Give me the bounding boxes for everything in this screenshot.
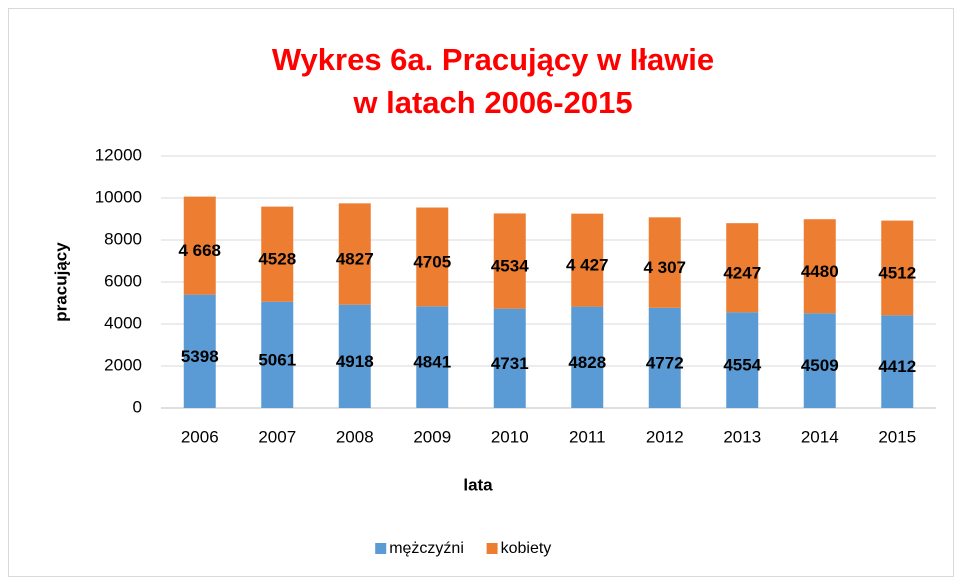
x-tick-label: 2012 xyxy=(646,427,684,446)
x-tick-label: 2006 xyxy=(181,427,219,446)
data-label: 4247 xyxy=(723,263,761,282)
bar-segment xyxy=(803,219,836,314)
data-label: 4918 xyxy=(336,352,374,371)
bar-segment xyxy=(803,313,836,408)
bar-segment xyxy=(571,306,604,408)
data-label: 4554 xyxy=(723,356,761,375)
data-label: 4509 xyxy=(801,356,839,375)
x-tick-label: 2014 xyxy=(801,427,839,446)
x-axis-label: lata xyxy=(463,475,493,494)
data-label: 4 668 xyxy=(178,241,221,260)
y-tick-label: 10000 xyxy=(95,187,142,206)
bar-segment xyxy=(183,294,216,408)
data-label: 4 427 xyxy=(566,256,609,275)
y-tick-label: 12000 xyxy=(95,145,142,164)
data-label: 4772 xyxy=(646,353,684,372)
bar-segment xyxy=(881,315,914,408)
data-label: 4534 xyxy=(491,257,529,276)
bar-segment xyxy=(726,223,759,313)
y-tick-label: 0 xyxy=(133,397,142,416)
x-tick-label: 2007 xyxy=(258,427,296,446)
x-tick-label: 2008 xyxy=(336,427,374,446)
bar-segment xyxy=(726,312,759,408)
data-label: 4705 xyxy=(413,252,451,271)
y-tick-label: 6000 xyxy=(104,271,142,290)
data-label: 4528 xyxy=(258,250,296,269)
x-tick-label: 2010 xyxy=(491,427,529,446)
data-label: 4480 xyxy=(801,262,839,281)
chart-title: w latach 2006-2015 xyxy=(352,85,632,120)
legend-label: mężczyźni xyxy=(389,540,464,557)
legend-swatch xyxy=(486,543,498,554)
data-label: 5061 xyxy=(258,350,296,369)
x-tick-label: 2013 xyxy=(723,427,761,446)
legend-label: kobiety xyxy=(501,540,552,557)
bar-segment xyxy=(261,301,294,408)
bar-segment xyxy=(183,196,216,295)
x-tick-label: 2011 xyxy=(569,427,606,446)
legend-swatch xyxy=(375,543,387,554)
bar-segment xyxy=(261,206,294,302)
chart-title: Wykres 6a. Pracujący w Iławie xyxy=(272,42,714,77)
y-axis-label: pracujący xyxy=(51,242,70,322)
data-label: 4827 xyxy=(336,250,374,269)
bar-segment xyxy=(416,306,449,408)
bar-segment xyxy=(648,217,681,308)
bar-segment xyxy=(493,308,526,408)
bar-segment xyxy=(416,207,449,307)
bar-segment xyxy=(881,220,914,316)
bar-segment xyxy=(571,213,604,307)
data-label: 4841 xyxy=(413,353,451,372)
data-label: 4412 xyxy=(878,357,916,376)
bar-segment xyxy=(338,304,371,408)
y-tick-label: 2000 xyxy=(104,355,142,374)
x-tick-label: 2015 xyxy=(878,427,916,446)
data-label: 5398 xyxy=(181,347,219,366)
bar-segment xyxy=(493,213,526,309)
bar-segment xyxy=(648,307,681,408)
chart-frame xyxy=(8,8,954,577)
data-label: 4828 xyxy=(568,353,606,372)
y-tick-label: 4000 xyxy=(104,313,142,332)
data-label: 4731 xyxy=(491,354,529,373)
data-label: 4 307 xyxy=(643,258,686,277)
data-label: 4512 xyxy=(878,263,916,282)
bar-segment xyxy=(338,203,371,305)
x-tick-label: 2009 xyxy=(413,427,451,446)
y-tick-label: 8000 xyxy=(104,229,142,248)
